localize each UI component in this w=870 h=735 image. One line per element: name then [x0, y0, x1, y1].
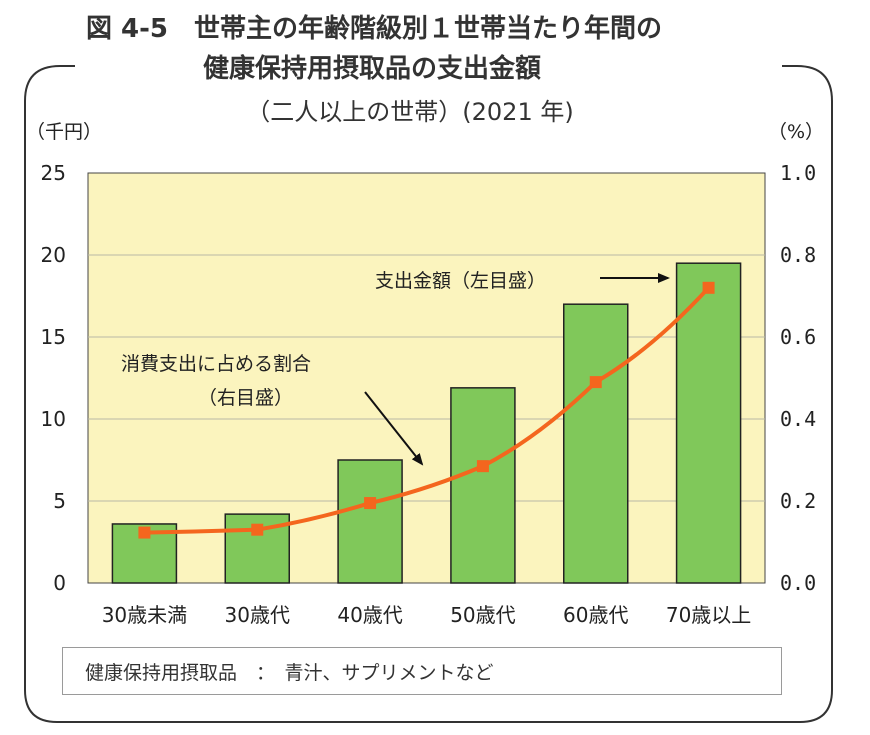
line-series-annotation-line1: 消費支出に占める割合 [121, 353, 311, 375]
bar-series [111, 262, 742, 584]
y-left-tick-label: 15 [41, 325, 66, 349]
line-series-annotation-line2: （右目盛） [198, 387, 293, 409]
line-path [144, 286, 711, 535]
y-left-tick-label: 10 [41, 407, 66, 431]
grid-lines [88, 254, 765, 502]
bar-series-annotation: 支出金額（左目盛） [375, 270, 546, 292]
bar [337, 459, 403, 584]
y-right-tick-label: 0.4 [780, 407, 816, 431]
line-point [589, 376, 602, 389]
note-box: 健康保持用摂取品 ： 青汁、サプリメントなど [62, 647, 782, 695]
line-point [702, 281, 715, 294]
line-point [138, 526, 151, 539]
line-series [138, 281, 715, 539]
figure-title-line1: 図 4-5 世帯主の年齢階級別１世帯当たり年間の [86, 14, 663, 44]
figure-title-line2: 健康保持用摂取品の支出金額 [203, 54, 542, 84]
x-tick-label: 30歳未満 [102, 603, 187, 627]
x-tick-label: 60歳代 [563, 603, 628, 627]
bar [563, 303, 629, 584]
axes: 0 5 10 15 20 25 0.0 0.2 0.4 0.6 0.8 1.0 30歳未満 30歳代 40歳… [41, 161, 817, 627]
figure-title-line3: （二人以上の世帯）(2021 年) [246, 98, 574, 126]
y-left-tick-label: 25 [41, 161, 66, 185]
y-right-tick-label: 0.8 [780, 243, 816, 267]
y-left-tick-label: 5 [53, 489, 66, 513]
x-tick-label: 30歳代 [225, 603, 290, 627]
y-right-tick-label: 0.6 [780, 325, 816, 349]
y-left-tick-label: 0 [53, 571, 66, 595]
bar [675, 262, 742, 584]
note-text: 健康保持用摂取品 ： 青汁、サプリメントなど [85, 662, 494, 684]
y-axis-left-label: （千円） [26, 121, 102, 143]
line-point [364, 497, 377, 510]
x-tick-label: 70歳以上 [666, 603, 751, 627]
line-annotation-arrow [364, 391, 424, 466]
y-left-tick-label: 20 [41, 243, 66, 267]
line-point [251, 523, 264, 536]
bar [450, 387, 516, 584]
y-right-tick-label: 0.0 [780, 571, 816, 595]
y-right-tick-label: 0.2 [780, 489, 816, 513]
x-tick-label: 50歳代 [450, 603, 515, 627]
line-point [476, 460, 489, 473]
x-tick-label: 40歳代 [337, 603, 402, 627]
y-right-tick-label: 1.0 [780, 161, 816, 185]
plot-background [87, 172, 766, 584]
y-axis-right-label: （%） [768, 121, 824, 143]
